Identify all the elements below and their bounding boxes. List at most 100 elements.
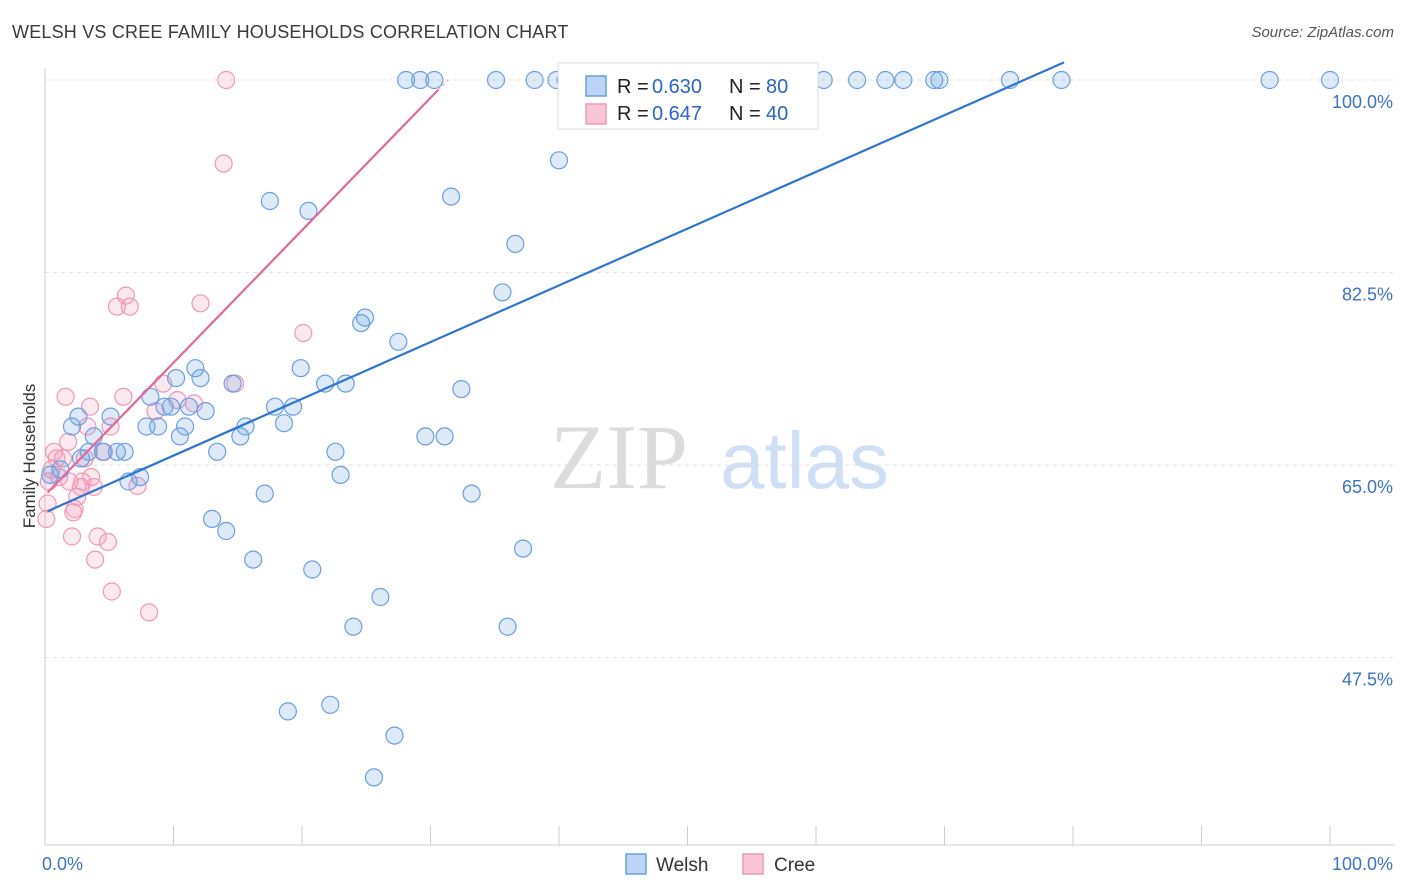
welsh-point-63 <box>498 617 517 636</box>
welsh-point-1 <box>51 460 70 479</box>
welsh-point-64 <box>506 234 525 253</box>
y-tick-label-0: 47.5% <box>1342 670 1393 690</box>
welsh-point-50 <box>371 587 390 607</box>
legend-welsh-swatch <box>585 75 607 97</box>
bottom-legend: Welsh Cree <box>625 853 815 876</box>
watermark-atlas: atlas <box>720 416 889 505</box>
cree-point-11 <box>62 527 82 546</box>
cree-point-29 <box>114 387 133 406</box>
legend-cree-swatch <box>585 103 607 125</box>
cree-trend-extension <box>437 79 450 91</box>
cree-point-38 <box>191 294 210 313</box>
welsh-point-42 <box>321 695 340 714</box>
welsh-point-60 <box>462 484 481 503</box>
cree-point-19 <box>80 397 100 416</box>
trend-lines <box>46 61 1065 513</box>
axes <box>44 68 1395 846</box>
welsh-point-20 <box>175 417 195 436</box>
cree-point-1 <box>38 494 57 513</box>
welsh-point-25 <box>202 509 222 529</box>
welsh-point-7 <box>93 442 112 461</box>
cree-point-9 <box>56 387 75 406</box>
cree-point-40 <box>217 70 236 90</box>
welsh-point-56 <box>425 70 444 90</box>
welsh-point-26 <box>208 442 227 461</box>
tick-labels: 47.5% 65.0% 82.5% 100.0% 0.0% 100.0% <box>42 92 1393 874</box>
y-tick-label-2: 82.5% <box>1342 285 1393 305</box>
welsh-point-54 <box>411 70 430 90</box>
welsh-point-22 <box>186 359 205 378</box>
welsh-point-33 <box>260 191 279 211</box>
welsh-point-15 <box>148 417 168 436</box>
watermark: ZIP atlas <box>550 406 889 508</box>
x-tick-label-1: 100.0% <box>1332 854 1393 874</box>
legend-cree-n-label: N = <box>729 103 761 125</box>
cree-point-18 <box>78 417 97 436</box>
welsh-point-21 <box>179 397 199 416</box>
welsh-point-28 <box>223 374 242 393</box>
welsh-point-84 <box>876 70 895 90</box>
cree-trend-line <box>46 89 439 494</box>
cree-point-30 <box>116 286 136 305</box>
cree-point-31 <box>120 297 139 316</box>
welsh-point-86 <box>925 70 944 90</box>
welsh-point-89 <box>1052 70 1071 90</box>
legend-cree-r: 0.647 <box>652 103 702 125</box>
welsh-point-46 <box>344 617 363 636</box>
welsh-point-66 <box>525 70 544 90</box>
welsh-point-90 <box>1260 70 1279 90</box>
welsh-point-58 <box>441 187 461 206</box>
cree-points <box>37 70 313 622</box>
cree-point-22 <box>88 527 107 546</box>
welsh-point-59 <box>452 380 471 399</box>
welsh-point-87 <box>930 70 949 90</box>
welsh-point-9 <box>107 442 127 461</box>
welsh-point-55 <box>416 427 435 446</box>
x-tick-label-0: 0.0% <box>42 854 83 874</box>
welsh-point-3 <box>69 407 88 426</box>
bottom-legend-cree: Cree <box>774 855 815 876</box>
legend-cree-n: 40 <box>766 103 788 125</box>
welsh-point-52 <box>389 332 408 351</box>
cree-point-39 <box>214 154 233 173</box>
cree-point-10 <box>60 472 79 491</box>
welsh-point-61 <box>486 70 506 90</box>
welsh-point-51 <box>385 726 404 745</box>
welsh-point-31 <box>244 550 263 569</box>
welsh-point-16 <box>155 397 174 416</box>
welsh-point-53 <box>396 70 416 90</box>
welsh-point-91 <box>1320 70 1340 90</box>
welsh-point-68 <box>549 151 569 170</box>
y-axis-label: Family Households <box>20 384 39 529</box>
welsh-point-40 <box>303 560 322 579</box>
cree-point-27 <box>102 582 121 601</box>
welsh-point-17 <box>161 397 181 416</box>
welsh-point-65 <box>513 539 533 558</box>
legend: R = 0.630 N = 80 R = 0.647 N = 40 <box>557 62 819 130</box>
welsh-point-10 <box>115 442 134 461</box>
source-label: Source: ZipAtlas.com <box>1251 24 1394 41</box>
bottom-legend-welsh-swatch <box>625 853 647 875</box>
welsh-point-49 <box>364 768 384 787</box>
cree-point-25 <box>98 532 118 552</box>
cree-point-5 <box>47 449 66 468</box>
welsh-point-18 <box>166 369 186 388</box>
welsh-point-85 <box>894 70 913 90</box>
welsh-point-36 <box>278 702 297 721</box>
cree-point-8 <box>59 432 78 451</box>
cree-point-0 <box>37 509 56 529</box>
legend-welsh-r-label: R = <box>617 76 649 98</box>
watermark-zip: ZIP <box>550 406 688 508</box>
bottom-legend-cree-swatch <box>742 853 764 875</box>
welsh-point-39 <box>299 201 318 220</box>
welsh-trend-line <box>47 61 1065 513</box>
welsh-point-27 <box>217 521 236 541</box>
welsh-point-6 <box>84 427 103 446</box>
y-tick-label-1: 65.0% <box>1342 477 1393 497</box>
welsh-point-8 <box>101 407 120 426</box>
cree-point-7 <box>53 449 73 468</box>
welsh-point-43 <box>326 442 345 461</box>
welsh-point-24 <box>196 402 215 421</box>
y-tick-label-3: 100.0% <box>1332 92 1393 112</box>
